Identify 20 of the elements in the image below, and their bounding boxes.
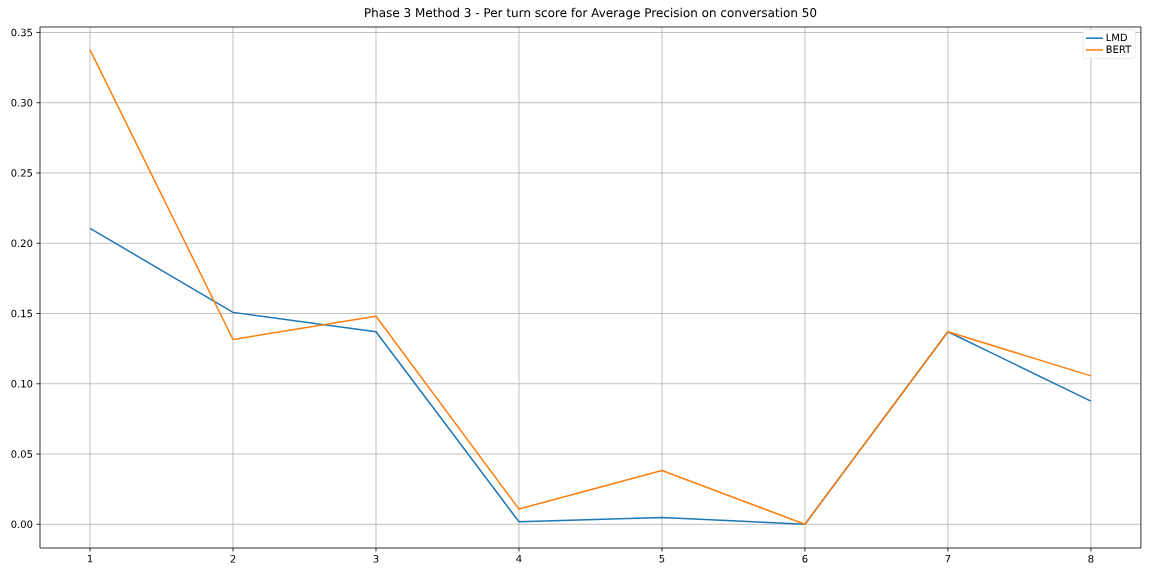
x-tick-label: 1 xyxy=(87,555,93,563)
x-tick-label: 8 xyxy=(1088,555,1094,563)
y-tick-label: 0.35 xyxy=(11,28,33,37)
chart-title: Phase 3 Method 3 - Per turn score for Average Precision on conversation 50 xyxy=(365,7,817,20)
y-tick-label: 0.25 xyxy=(11,169,33,177)
y-tick-label: 0.30 xyxy=(11,98,33,107)
x-tick-label: 6 xyxy=(802,555,808,563)
x-tick-label: 4 xyxy=(516,555,522,563)
x-tick-label: 7 xyxy=(945,555,951,563)
y-tick-label: 0.00 xyxy=(11,520,33,529)
x-tick-label: 3 xyxy=(373,555,379,563)
x-tick-label: 5 xyxy=(659,555,665,563)
y-tick-label: 0.20 xyxy=(11,239,33,248)
line-series xyxy=(89,49,1092,525)
legend-label: LMD xyxy=(1106,33,1128,42)
legend-label: BERT xyxy=(1106,45,1132,53)
y-tick-label: 0.05 xyxy=(11,450,33,458)
x-tick-label: 2 xyxy=(230,555,236,563)
y-tick-label: 0.10 xyxy=(11,379,33,388)
y-tick-label: 0.15 xyxy=(11,309,33,318)
